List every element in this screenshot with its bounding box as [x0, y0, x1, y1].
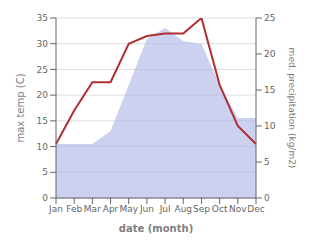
svg-text:25: 25	[37, 65, 48, 75]
svg-text:Aug: Aug	[174, 204, 192, 214]
svg-text:med. precipitation (kg/m2): med. precipitation (kg/m2)	[287, 48, 297, 169]
svg-text:date (month): date (month)	[119, 223, 193, 234]
svg-text:Sep: Sep	[193, 204, 210, 214]
svg-text:20: 20	[264, 49, 276, 59]
svg-text:Jul: Jul	[159, 204, 171, 214]
svg-text:May: May	[119, 204, 138, 214]
svg-text:5: 5	[42, 167, 48, 177]
svg-text:Apr: Apr	[103, 204, 119, 214]
svg-text:Mar: Mar	[84, 204, 101, 214]
svg-text:Jun: Jun	[139, 204, 154, 214]
svg-text:35: 35	[37, 13, 48, 23]
svg-text:Oct: Oct	[212, 204, 228, 214]
svg-text:Jan: Jan	[48, 204, 63, 214]
svg-text:Dec: Dec	[247, 204, 264, 214]
svg-text:10: 10	[37, 142, 49, 152]
svg-text:30: 30	[37, 39, 49, 49]
svg-text:5: 5	[264, 157, 270, 167]
svg-text:0: 0	[264, 193, 270, 203]
svg-text:15: 15	[37, 116, 48, 126]
svg-text:10: 10	[264, 121, 276, 131]
svg-text:Nov: Nov	[229, 204, 247, 214]
svg-text:Feb: Feb	[66, 204, 82, 214]
svg-text:15: 15	[264, 85, 275, 95]
svg-text:20: 20	[37, 90, 49, 100]
svg-text:25: 25	[264, 13, 275, 23]
svg-text:0: 0	[42, 193, 48, 203]
svg-text:max temp (C): max temp (C)	[15, 73, 26, 142]
